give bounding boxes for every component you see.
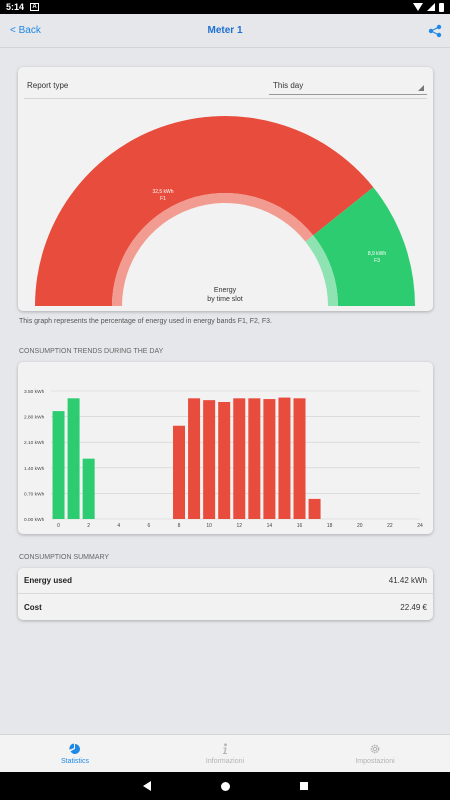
summary-section-title: CONSUMPTION SUMMARY [19,554,110,561]
system-back-icon[interactable] [142,781,151,791]
status-icons [413,2,444,12]
system-recents-icon[interactable] [299,782,308,790]
summary-card: Energy used 41.42 kWh Cost 22.49 € [18,568,433,620]
energy-used-value: 41.42 kWh [388,576,427,585]
gauge-segment-f3 [313,187,415,306]
y-tick-label: 3.50 kWh [24,389,45,395]
system-home-icon[interactable] [220,781,230,791]
gauge-seg-f1-band: F1 [160,196,166,202]
chart-bar [233,398,246,519]
energy-gauge: 32,5 kWh F1 8,9 kWh F3 Energy by time sl… [35,115,415,306]
nav-impostazioni[interactable]: Impostazioni [300,735,450,772]
chart-bar [218,401,231,519]
status-time: 5:14 [6,2,25,12]
x-tick-label: 18 [327,523,333,529]
gauge-segment-f1 [35,115,374,306]
x-tick-label: 10 [206,523,212,529]
nav-informazioni-label: Informazioni [205,757,245,765]
gauge-inner-ring-f3 [305,235,338,306]
gauge-seg-f3-band: F3 [374,258,380,264]
report-type-row: Report type This day [24,73,427,99]
chart-bar [263,399,276,519]
chart-bar [203,400,216,519]
chart-bar [82,458,95,519]
share-icon[interactable] [428,24,442,38]
nav-informazioni[interactable]: Informazioni [150,735,300,772]
x-tick-label: 22 [387,523,393,529]
notification-icon: A [30,3,40,11]
gauge-inner-ring-f1 [112,193,314,306]
x-tick-label: 16 [297,523,303,529]
nav-statistics-label: Statistics [60,757,89,765]
x-tick-label: 14 [267,523,273,529]
chart-bar [173,425,186,519]
consumption-bar-chart: 0.00 kWh 0.70 kWh 1.40 kWh 2.10 kWh 2.80 kWh… [24,389,423,529]
battery-icon [439,2,444,12]
chart-bar [188,398,201,519]
y-tick-label: 2.80 kWh [24,415,45,421]
energy-used-row: Energy used 41.42 kWh [18,568,433,594]
x-tick-label: 0 [57,523,60,529]
signal-icon [427,3,435,11]
y-tick-label: 2.10 kWh [24,440,45,446]
page-title: Meter 1 [207,25,243,36]
x-tick-label: 8 [178,523,181,529]
report-type-value: This day [273,81,304,90]
cost-value: 22.49 € [400,602,427,612]
x-tick-label: 6 [148,523,151,529]
gauge-caption: This graph represents the percentage of … [19,318,272,325]
x-tick-label: 20 [357,523,363,529]
gear-icon [370,744,380,753]
x-tick-label: 12 [236,523,242,529]
y-tick-label: 0.70 kWh [24,491,45,497]
app-bar: < Back Meter 1 [0,14,450,48]
pie-chart-icon [69,743,80,754]
x-tick-label: 24 [417,523,423,529]
bottom-navigation: Statistics Informazioni Impostazioni [0,734,450,772]
chart-bar [67,398,80,519]
energy-gauge-card: Report type This day 32,5 kWh F1 8,9 kWh… [18,67,433,311]
nav-statistics[interactable]: Statistics [0,735,150,772]
status-bar: 5:14 A [0,0,450,14]
chart-bar [308,498,321,519]
chart-bar [52,411,65,519]
info-icon [222,742,227,754]
x-tick-label: 2 [87,523,90,529]
dropdown-arrow-icon [418,85,424,91]
report-type-select[interactable]: This day [269,77,427,95]
gauge-center-subtitle: by time slot [207,296,242,303]
chart-bar [248,398,261,519]
gauge-seg-f3-value: 8,9 kWh [368,251,387,257]
y-tick-label: 0.00 kWh [24,517,45,523]
y-tick-label: 1.40 kWh [24,466,45,472]
report-type-label: Report type [27,81,69,90]
chart-bar [278,397,291,519]
gauge-center-title: Energy [214,287,237,294]
gauge-seg-f1-value: 32,5 kWh [152,189,173,195]
system-navigation-bar [0,772,450,800]
trends-section-title: CONSUMPTION TRENDS DURING THE DAY [19,348,164,355]
cost-row: Cost 22.49 € [18,594,433,620]
back-button[interactable]: < Back [10,25,41,36]
nav-impostazioni-label: Impostazioni [355,757,395,765]
trends-chart-card: 0.00 kWh 0.70 kWh 1.40 kWh 2.10 kWh 2.80 kWh… [18,362,433,534]
cost-label: Cost [24,602,42,612]
x-tick-label: 4 [117,523,120,529]
chart-bar [293,398,306,519]
energy-used-label: Energy used [24,576,73,585]
wifi-icon [413,3,423,11]
